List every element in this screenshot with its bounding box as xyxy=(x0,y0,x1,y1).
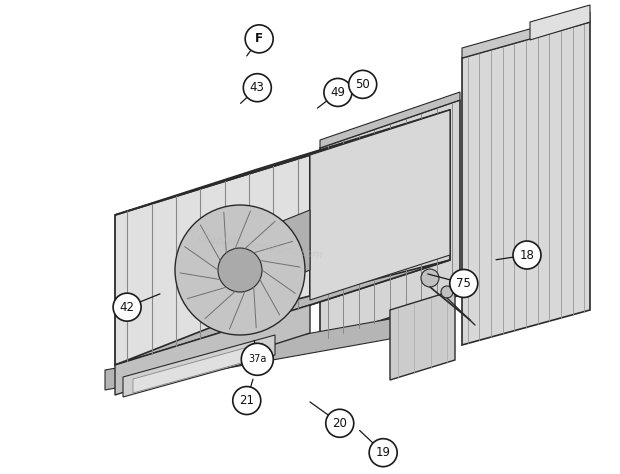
Circle shape xyxy=(326,409,354,438)
Polygon shape xyxy=(462,12,590,58)
Circle shape xyxy=(218,248,262,292)
Polygon shape xyxy=(320,92,460,148)
Text: 20: 20 xyxy=(332,417,347,430)
Polygon shape xyxy=(115,110,450,215)
Text: eReplacementParts.com: eReplacementParts.com xyxy=(197,233,324,260)
Circle shape xyxy=(241,343,273,375)
Circle shape xyxy=(369,438,397,467)
Text: 37a: 37a xyxy=(248,354,267,365)
Polygon shape xyxy=(462,22,590,345)
Polygon shape xyxy=(265,210,310,288)
Text: 42: 42 xyxy=(120,301,135,314)
Polygon shape xyxy=(115,305,310,395)
Text: 49: 49 xyxy=(330,86,345,99)
Circle shape xyxy=(441,286,453,298)
Circle shape xyxy=(324,78,352,107)
Text: 50: 50 xyxy=(355,78,370,91)
Polygon shape xyxy=(310,110,450,300)
Polygon shape xyxy=(123,335,275,397)
Circle shape xyxy=(245,25,273,53)
Polygon shape xyxy=(115,260,450,365)
Polygon shape xyxy=(390,290,455,380)
Circle shape xyxy=(348,70,377,99)
Circle shape xyxy=(450,269,478,298)
Circle shape xyxy=(175,205,305,335)
Polygon shape xyxy=(320,100,460,340)
Circle shape xyxy=(421,269,439,287)
Text: 43: 43 xyxy=(250,81,265,94)
Circle shape xyxy=(513,241,541,269)
Text: 75: 75 xyxy=(456,277,471,290)
Text: 21: 21 xyxy=(239,394,254,407)
Circle shape xyxy=(232,386,261,415)
Polygon shape xyxy=(530,5,590,40)
Polygon shape xyxy=(115,155,310,365)
Circle shape xyxy=(113,293,141,321)
Polygon shape xyxy=(310,110,450,305)
Text: F: F xyxy=(255,32,263,46)
Text: 18: 18 xyxy=(520,248,534,262)
Polygon shape xyxy=(133,343,263,393)
Polygon shape xyxy=(105,310,440,390)
Text: 19: 19 xyxy=(376,446,391,459)
Circle shape xyxy=(243,73,272,102)
